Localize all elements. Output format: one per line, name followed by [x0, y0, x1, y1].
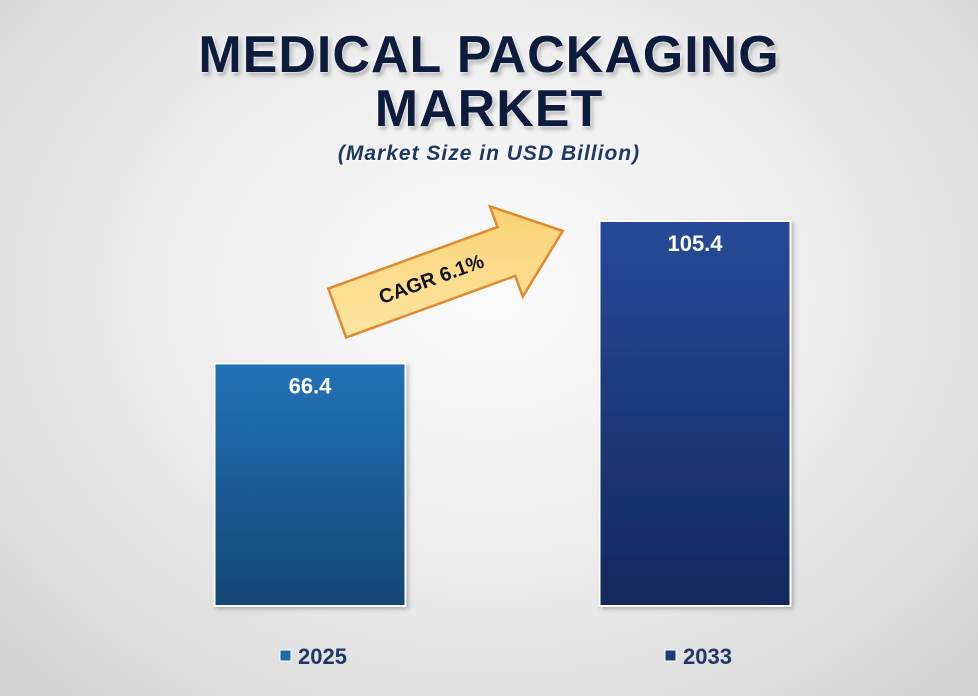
bar-2033: [598, 220, 792, 607]
legend-label-2025: 2025: [298, 644, 347, 669]
data-labels-group: 66.4 105.4: [289, 231, 724, 398]
legend: 2025 2033: [279, 644, 732, 669]
data-label-2033: 105.4: [667, 231, 723, 256]
legend-swatch-2025: [279, 649, 292, 662]
bar-2025: [213, 362, 407, 607]
chart-title-line-2: MARKET: [374, 80, 604, 138]
cagr-arrow: CAGR 6.1%: [326, 204, 565, 340]
legend-label-2033: 2033: [683, 644, 732, 669]
data-label-2025: 66.4: [289, 373, 333, 398]
chart-subtitle: (Market Size in USD Billion): [337, 142, 641, 165]
bars-group: [213, 220, 792, 607]
cagr-arrow-shape: [326, 204, 565, 340]
legend-swatch-2033: [664, 649, 677, 662]
chart-title-line-1: MEDICAL PACKAGING: [198, 26, 780, 84]
chart-title: MEDICAL PACKAGING MARKET: [0, 28, 978, 136]
